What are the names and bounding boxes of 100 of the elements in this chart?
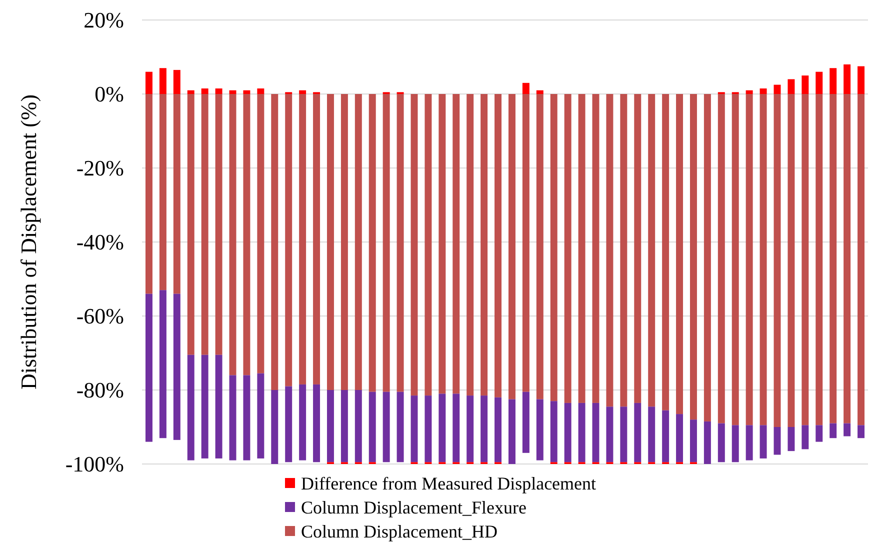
bar [466,94,474,396]
bar [830,94,837,424]
bar [718,423,725,462]
bar [788,427,795,452]
bar [243,375,250,460]
bar [522,392,530,453]
bar [550,94,558,402]
bar [704,94,711,422]
bar [816,425,823,442]
bar [760,88,767,94]
bar [313,384,320,462]
bar [718,94,725,424]
bar [522,94,530,392]
bar [634,402,642,462]
bar [271,390,278,464]
bar [774,427,781,455]
bar [802,76,809,94]
bar [746,94,753,426]
bar [704,421,711,464]
bar [466,396,474,462]
bar [760,94,767,426]
y-tick-label: -60% [76,304,124,329]
y-tick-label: 20% [84,8,124,33]
bar [536,90,544,94]
bar [368,94,376,392]
bar [215,94,222,355]
bar [145,94,152,294]
bar [564,402,572,462]
bar [830,423,837,438]
bar [410,94,418,396]
bar [285,386,292,462]
bar [578,402,586,462]
bar [774,84,781,94]
bar [229,375,236,460]
bar [215,354,222,458]
bar [201,354,208,458]
bar [396,94,404,392]
y-tick-label: -80% [76,378,124,403]
bar [844,64,851,94]
bar [802,94,809,426]
bar [438,94,446,394]
bar [690,420,697,462]
bar [326,390,334,462]
bar [354,94,362,390]
bar [732,425,739,462]
bar [452,94,460,394]
legend-label: Column Displacement_HD [301,521,498,542]
bar [299,94,306,384]
bar [340,94,348,390]
bar [676,94,684,414]
bar [201,88,208,94]
bar [187,90,194,94]
y-tick-label: -100% [65,452,124,477]
bar [354,390,362,462]
bar [215,88,222,94]
bar [746,425,753,460]
bar [187,354,194,460]
bar [410,396,418,462]
bar [536,94,544,400]
bar [340,390,348,462]
bar [159,290,166,438]
bar [382,392,390,462]
bar [606,94,614,407]
bar [746,90,753,94]
legend-label: Column Displacement_Flexure [301,497,526,518]
bar [173,70,180,94]
bar [285,94,292,386]
bar [257,373,264,458]
bar [159,68,166,94]
bar [494,94,502,398]
bar [424,94,432,396]
bar [508,399,516,464]
bar [368,392,376,462]
bar [145,294,152,442]
bar [159,94,166,290]
bar [690,94,697,420]
bar [564,94,572,403]
bar [816,94,823,426]
bar [271,94,278,390]
bar [732,94,739,426]
bar [313,94,320,384]
y-tick-label: -40% [76,230,124,255]
bar [816,72,823,94]
bar [396,392,404,462]
bar [844,94,851,424]
bar [452,394,460,462]
bar [662,410,670,462]
bar [648,406,656,462]
bar [424,396,432,462]
bar [382,94,390,392]
bar [802,425,809,450]
bar [858,94,865,426]
bar [760,425,767,458]
bar [648,94,656,407]
y-tick-label: -20% [76,156,124,181]
bar [606,406,614,462]
bar [480,94,488,396]
bar [173,94,180,294]
bar [788,94,795,427]
bar [257,88,264,94]
